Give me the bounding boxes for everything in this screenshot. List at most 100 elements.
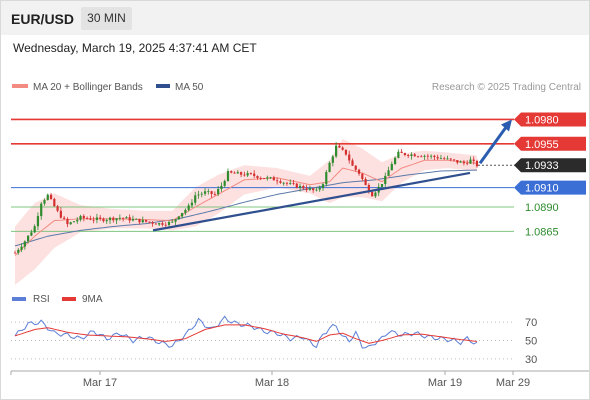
candle bbox=[452, 159, 456, 161]
candle bbox=[217, 189, 220, 195]
candle bbox=[407, 154, 410, 156]
candle bbox=[472, 159, 475, 161]
candle bbox=[256, 175, 259, 178]
rsi-tick-30: 30 bbox=[525, 354, 537, 366]
candle bbox=[276, 180, 279, 182]
candle bbox=[338, 145, 341, 148]
candle bbox=[416, 156, 420, 158]
price-labels: 1.0980 1.0955 1.0910 1.0890 1.0865 1.0933 bbox=[478, 112, 586, 238]
candle bbox=[210, 191, 213, 194]
x-tick-label: Mar 17 bbox=[83, 377, 117, 389]
candle bbox=[312, 188, 315, 191]
candle bbox=[269, 177, 272, 179]
candle bbox=[131, 219, 135, 221]
candle bbox=[364, 179, 367, 185]
candle bbox=[59, 210, 62, 218]
candle bbox=[433, 155, 436, 158]
candle bbox=[403, 153, 407, 155]
candle bbox=[302, 185, 305, 189]
candle bbox=[466, 163, 469, 165]
candle bbox=[272, 177, 275, 181]
candle bbox=[341, 147, 344, 150]
candle bbox=[226, 171, 230, 182]
candle bbox=[207, 191, 210, 192]
projection-arrow-head bbox=[501, 119, 512, 132]
bollinger-band bbox=[15, 138, 477, 285]
level-tag-1.0955 bbox=[514, 136, 586, 151]
candle bbox=[118, 217, 121, 219]
candle bbox=[223, 181, 226, 186]
candle bbox=[151, 222, 154, 224]
candle bbox=[184, 209, 187, 213]
current-price-label: 1.0933 bbox=[525, 160, 559, 172]
candle bbox=[56, 206, 59, 211]
moving-averages bbox=[14, 159, 478, 257]
candle bbox=[236, 172, 239, 174]
candle bbox=[308, 188, 311, 190]
candle bbox=[13, 252, 17, 254]
candle bbox=[112, 217, 115, 221]
candle bbox=[423, 155, 426, 157]
candle bbox=[76, 219, 79, 222]
candle bbox=[69, 222, 72, 225]
level-label-1.0865: 1.0865 bbox=[525, 226, 559, 238]
candle bbox=[161, 223, 164, 225]
ma50-line bbox=[14, 169, 477, 247]
candle bbox=[253, 173, 256, 176]
candle bbox=[305, 188, 308, 190]
candle bbox=[315, 189, 318, 191]
candle bbox=[194, 195, 197, 203]
rsi-line bbox=[14, 315, 478, 349]
candle bbox=[475, 160, 479, 167]
level-label-1.0910: 1.0910 bbox=[525, 183, 559, 195]
candle bbox=[249, 173, 253, 174]
candle bbox=[33, 226, 36, 233]
candle bbox=[325, 172, 328, 185]
candle bbox=[141, 219, 144, 223]
candle bbox=[400, 151, 403, 154]
candle bbox=[200, 193, 203, 195]
candle bbox=[443, 158, 446, 160]
timeframe-button[interactable]: 30 MIN bbox=[81, 7, 132, 30]
candle bbox=[289, 183, 292, 184]
rsi-pane: 70 50 30 bbox=[11, 315, 537, 366]
ma9-swatch bbox=[62, 297, 76, 301]
candle bbox=[351, 160, 354, 166]
candle bbox=[371, 191, 374, 197]
candle bbox=[40, 203, 43, 217]
candle bbox=[167, 221, 171, 225]
candle bbox=[282, 182, 285, 184]
candle bbox=[348, 154, 351, 161]
candle bbox=[295, 183, 298, 188]
candle bbox=[158, 223, 161, 225]
x-tick-label: Mar 29 bbox=[496, 377, 530, 389]
rsi-tick-70: 70 bbox=[525, 317, 537, 329]
candle bbox=[27, 235, 30, 242]
candle bbox=[30, 232, 33, 236]
candle bbox=[66, 218, 69, 225]
candle bbox=[298, 185, 302, 188]
candle bbox=[469, 159, 472, 164]
candle bbox=[220, 185, 223, 190]
candle bbox=[108, 217, 112, 221]
candle bbox=[344, 149, 348, 155]
candle bbox=[181, 212, 184, 217]
projection-arrow bbox=[478, 123, 510, 165]
candle bbox=[99, 217, 102, 219]
rsi-tick-50: 50 bbox=[525, 336, 537, 348]
candle bbox=[174, 219, 177, 222]
candle bbox=[393, 157, 397, 164]
candle bbox=[233, 172, 236, 174]
candle bbox=[321, 184, 325, 188]
candle bbox=[53, 198, 56, 207]
level-tag-1.0980 bbox=[514, 112, 586, 127]
candle bbox=[128, 217, 131, 221]
x-tick-label: Mar 18 bbox=[255, 377, 289, 389]
candle bbox=[154, 223, 157, 225]
price-levels bbox=[11, 118, 514, 232]
candle bbox=[449, 158, 452, 160]
candle bbox=[102, 218, 105, 222]
candle bbox=[85, 218, 89, 219]
candle bbox=[390, 163, 393, 171]
ma20-line bbox=[14, 159, 478, 257]
